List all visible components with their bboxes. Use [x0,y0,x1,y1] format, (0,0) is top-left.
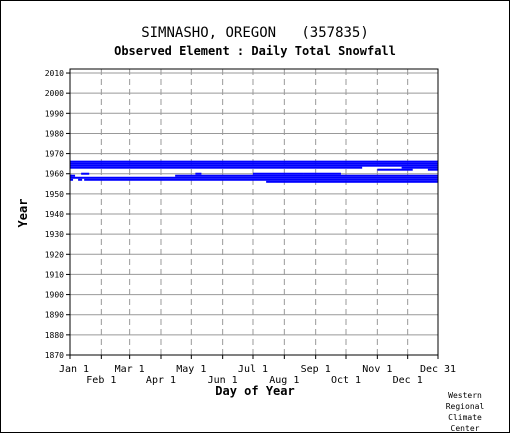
y-tick-label: 1990 [45,109,64,118]
x-tick-label: Jan 1 [59,364,89,375]
plot-border [69,68,439,356]
snowfall-bar [70,178,74,181]
x-tick-label: Mar 1 [115,364,145,375]
credit-text: Western Regional Climate Center [435,390,495,434]
y-tick-label: 1870 [45,351,64,360]
snowfall-bar [303,172,341,175]
x-tick-label: Feb 1 [86,375,116,386]
credit-line: Climate [448,413,482,422]
snowfall-bar [84,178,439,181]
snowfall-bar [70,160,438,163]
y-tick-label: 1910 [45,270,64,279]
chart-subtitle: Observed Element : Daily Total Snowfall [114,44,396,58]
credit-line: Regional [445,402,485,411]
x-tick-label: Dec 31 [420,364,456,375]
snowfall-bar [175,174,438,177]
snowfall-bar [78,178,83,181]
y-tick-label: 1950 [45,190,64,199]
credit-line: Western [448,391,482,400]
snowfall-bar [70,162,438,165]
x-tick-label: Dec 1 [393,375,423,386]
snowfall-bar [401,166,438,169]
y-tick-label: 1930 [45,230,64,239]
x-tick-label: Nov 1 [362,364,392,375]
x-tick-label: Jun 1 [208,375,238,386]
x-tick-label: Jul 1 [238,364,268,375]
x-tick-label: Oct 1 [331,375,361,386]
x-tick-label: Sep 1 [301,364,331,375]
snowfall-bar [427,168,438,171]
y-tick-label: 1900 [45,291,64,300]
snowfall-bar [70,166,363,169]
y-tick-label: 1920 [45,250,64,259]
snowfall-bar [70,164,438,167]
snowfall-bar [266,180,438,183]
y-tick-label: 1970 [45,150,64,159]
x-tick-label: Apr 1 [146,375,176,386]
y-tick-label: 2000 [45,89,64,98]
snowfall-bar [70,176,438,179]
x-axis-label: Day of Year [215,384,295,398]
y-tick-label: 1960 [45,170,64,179]
snowfall-bar [252,172,304,175]
snowfall-bar [70,174,73,177]
y-tick-label: 1980 [45,129,64,138]
chart-title: SIMNASHO, OREGON (357835) [141,25,369,41]
x-tick-label: May 1 [176,364,206,375]
credit-line: Center [450,424,480,433]
y-tick-label: 1880 [45,331,64,340]
snowfall-bar [377,168,413,171]
x-tick-label: Aug 1 [269,375,299,386]
snowfall-bar [81,172,90,175]
y-tick-label: 1940 [45,210,64,219]
y-tick-label: 1890 [45,311,64,320]
snowfall-bar [195,172,202,175]
y-tick-label: 2010 [45,69,64,78]
snowfall-bar [70,174,76,177]
